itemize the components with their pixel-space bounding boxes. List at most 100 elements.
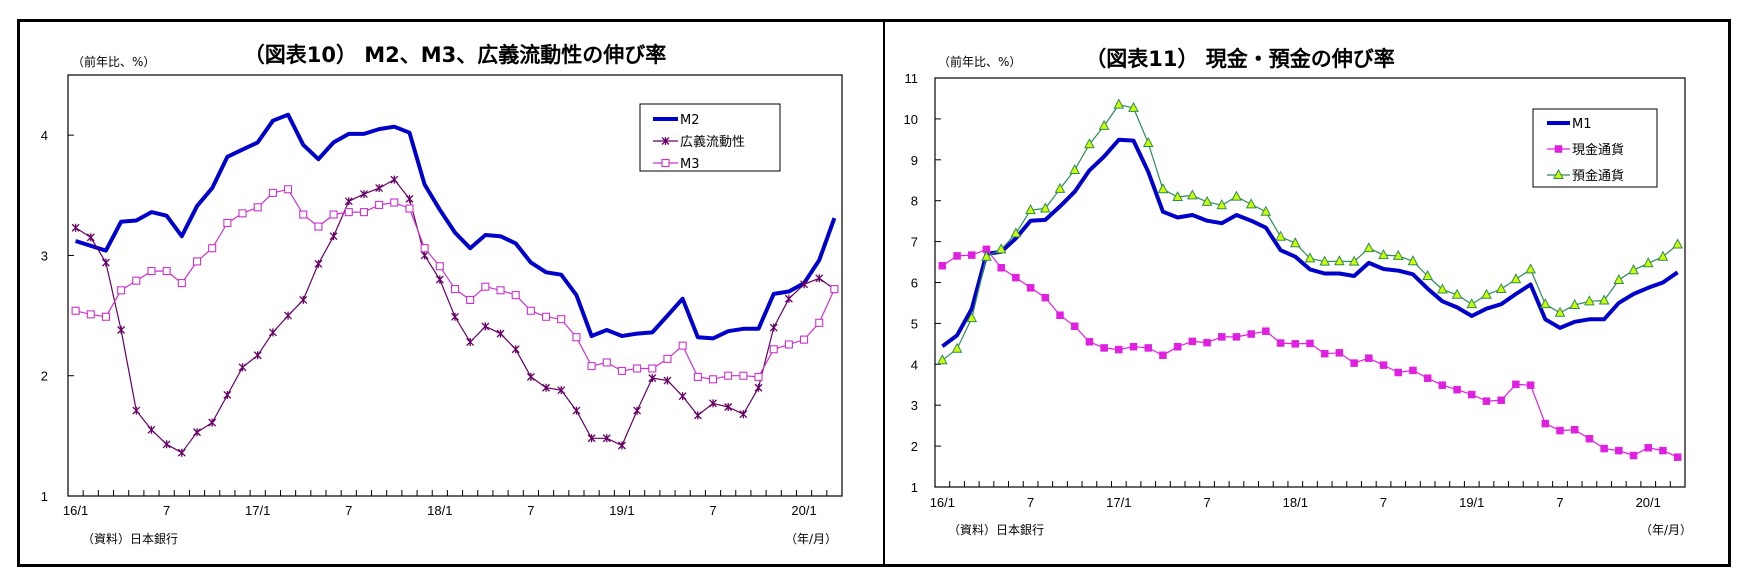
data-point-marker [1451,288,1463,299]
x-tick-label: 20/1 [791,503,816,518]
y-tick-label: 7 [911,235,918,250]
panel-divider [883,19,885,567]
data-point-marker [693,372,702,381]
data-point-marker [162,267,171,276]
data-point-marker [815,318,824,327]
data-point-marker [1188,337,1197,346]
data-point-marker [1468,390,1476,399]
series-2 [71,185,839,384]
data-point-marker [299,210,308,219]
data-point-marker [1672,238,1683,249]
data-point-marker [1481,288,1492,299]
data-point-marker [1144,344,1152,352]
data-point-marker [1262,327,1270,335]
data-point-marker [739,410,748,419]
x-tick-label: 17/1 [245,503,270,518]
data-point-marker [1216,199,1228,210]
data-point-marker [147,425,156,434]
source-note: （資料）日本銀行 [948,523,1044,537]
y-tick-label: 9 [911,153,918,168]
data-point-marker [1142,136,1154,148]
data-point-marker [147,267,156,276]
data-point-marker [1363,242,1375,253]
legend-label: 広義流動性 [680,134,745,150]
data-point-marker [1232,333,1241,341]
y-tick-label: 5 [911,316,918,331]
data-point-marker [253,203,262,212]
legend-item: M3 [653,157,700,172]
data-point-marker [1497,396,1505,405]
data-point-marker [132,406,141,415]
data-point-marker [466,338,475,347]
data-point-marker [572,333,581,342]
data-point-marker [359,208,368,217]
legend-label: M2 [680,113,700,128]
data-point-marker [1159,351,1167,360]
data-point-marker [162,440,171,449]
series-1 [938,245,1682,461]
data-point-marker [1659,446,1667,455]
data-point-marker [132,276,141,285]
data-point-marker [997,264,1005,272]
data-point-marker [284,311,293,320]
y-axis-unit-label: （前年比、%） [72,54,155,69]
data-point-marker [1247,330,1255,338]
data-point-marker [587,362,596,371]
y-tick-label: 3 [911,398,918,413]
data-point-marker [450,285,460,294]
data-point-marker [511,291,520,300]
series-0 [941,137,1679,348]
data-point-marker [724,402,733,411]
data-point-marker [223,390,232,399]
data-point-marker [769,345,778,354]
legend-item: 預金通貨 [1547,168,1624,184]
data-point-marker [693,411,702,420]
legend-item: 現金通貨 [1547,142,1624,158]
data-point-marker [1113,98,1125,109]
data-point-marker [1348,255,1360,266]
data-point-marker [86,233,95,242]
data-point-marker [86,310,95,319]
x-tick-label: 7 [709,503,716,518]
y-axis: 1 2 3 4 5 6 7 8 9 10 11 [904,71,941,495]
data-point-marker [1598,294,1610,305]
data-point-marker [995,243,1007,254]
data-point-marker [1525,263,1536,274]
series-1 [71,175,839,457]
data-point-marker [117,326,126,335]
data-point-marker [193,428,201,437]
data-point-marker [815,274,824,283]
data-point-marker [951,342,963,353]
data-point-marker [542,383,551,392]
data-point-marker [1203,338,1211,347]
data-point-marker [238,209,247,218]
data-point-marker [1069,163,1081,175]
data-point-marker [1541,419,1550,428]
x-tick-label: 18/1 [1283,495,1308,510]
series-group [937,98,1683,461]
y-tick-label: 2 [41,369,48,384]
series-0 [74,112,837,341]
x-tick-label: 17/1 [1106,495,1131,510]
data-point-marker [1600,444,1608,453]
data-point-marker [557,315,566,324]
data-point-marker [1085,338,1094,346]
x-axis-unit-label: （年/月） [785,532,837,546]
data-point-marker [1084,138,1095,149]
legend-item: 広義流動性 [653,134,745,150]
data-point-marker [390,198,399,207]
data-point-marker [253,351,262,360]
data-point-marker [101,312,110,321]
data-point-marker [1553,168,1564,179]
y-tick-label: 1 [911,480,918,495]
data-point-marker [1615,446,1623,455]
data-point-marker [648,364,657,373]
series-line [941,137,1679,348]
series-group [71,112,839,457]
data-point-marker [177,448,186,457]
chart-title: （図表11） 現金・預金の伸び率 [1085,47,1395,71]
data-point-marker [1173,342,1182,351]
x-tick-label: 18/1 [427,503,452,518]
data-point-marker [405,204,414,213]
